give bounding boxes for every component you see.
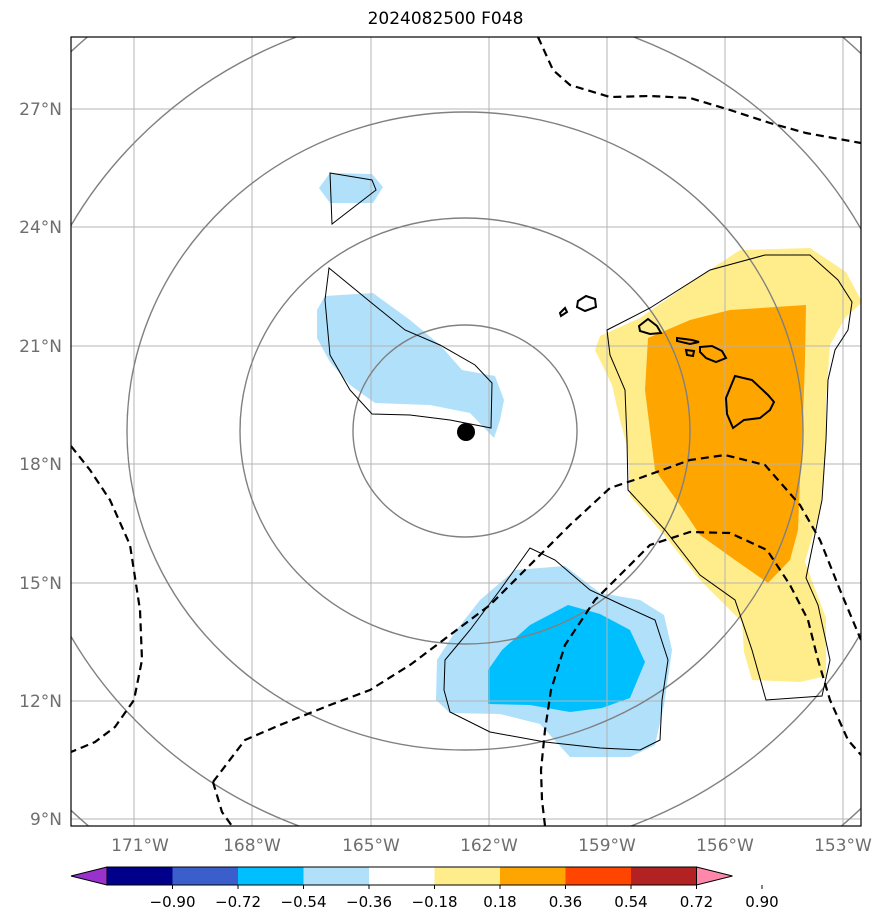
colorbar-tick-label: 0.54 bbox=[614, 893, 647, 911]
lon-label: 159°W bbox=[578, 836, 636, 856]
colorbar-outline bbox=[106, 866, 697, 886]
latitude-labels: 27°N 24°N 21°N 18°N 15°N 12°N 9°N bbox=[19, 100, 62, 830]
colorbar-segment bbox=[238, 867, 304, 885]
colorbar-tick-label: 0.72 bbox=[680, 893, 713, 911]
lon-label: 156°W bbox=[696, 836, 754, 856]
colorbar-tick-label: 0.18 bbox=[483, 893, 516, 911]
colorbar-segment bbox=[303, 867, 369, 885]
negative-anomaly-north bbox=[319, 173, 383, 203]
lat-label: 18°N bbox=[19, 455, 62, 475]
negative-anomaly-south-core bbox=[488, 605, 645, 712]
lon-label: 153°W bbox=[814, 836, 872, 856]
storm-center-marker bbox=[457, 423, 475, 441]
map-frame bbox=[70, 36, 862, 827]
colorbar-segment bbox=[631, 867, 697, 885]
colorbar-tick-label: 0.36 bbox=[549, 893, 582, 911]
lat-label: 21°N bbox=[19, 337, 62, 357]
colorbar-segment bbox=[500, 867, 566, 885]
outline-contours bbox=[324, 172, 853, 751]
lon-label: 165°W bbox=[342, 836, 400, 856]
lat-label: 15°N bbox=[19, 574, 62, 594]
lat-label: 12°N bbox=[19, 692, 62, 712]
colorbar-extend-low bbox=[70, 866, 108, 886]
colorbar-segment bbox=[565, 867, 631, 885]
lat-label: 9°N bbox=[30, 810, 62, 830]
longitude-labels: 171°W 168°W 165°W 162°W 159°W 156°W 153°… bbox=[111, 836, 872, 856]
negative-anomaly-west bbox=[317, 293, 504, 438]
lon-label: 162°W bbox=[460, 836, 518, 856]
colorbar-segment bbox=[172, 867, 238, 885]
colorbar: −0.90 −0.72 −0.54 −0.36 −0.18 0.18 0.36 0.54 0.7… bbox=[70, 866, 779, 911]
colorbar-tick-label: 0.90 bbox=[745, 893, 778, 911]
colorbar-tick-label: −0.54 bbox=[281, 893, 327, 911]
colorbar-tick-label: −0.36 bbox=[346, 893, 392, 911]
dashed-contours bbox=[71, 37, 861, 826]
lon-label: 171°W bbox=[111, 836, 169, 856]
colorbar-extend-high bbox=[696, 866, 733, 886]
hawaii-coastline bbox=[558, 294, 776, 430]
lon-label: 168°W bbox=[223, 836, 281, 856]
lat-label: 24°N bbox=[19, 218, 62, 238]
colorbar-segment bbox=[107, 867, 173, 885]
colorbar-segment bbox=[434, 867, 500, 885]
colorbar-segment bbox=[369, 867, 435, 885]
lat-label: 27°N bbox=[19, 100, 62, 120]
map-title: 2024082500 F048 bbox=[367, 9, 524, 29]
colorbar-tick-label: −0.90 bbox=[150, 893, 196, 911]
colorbar-tick-label: −0.72 bbox=[215, 893, 261, 911]
colorbar-tick-label: −0.18 bbox=[412, 893, 458, 911]
